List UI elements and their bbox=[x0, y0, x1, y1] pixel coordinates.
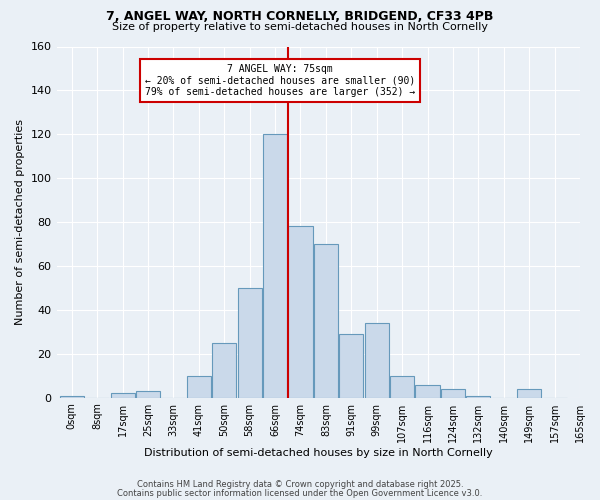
Bar bbox=[136, 391, 160, 398]
Bar bbox=[466, 396, 490, 398]
Text: Contains HM Land Registry data © Crown copyright and database right 2025.: Contains HM Land Registry data © Crown c… bbox=[137, 480, 463, 489]
Text: Contains public sector information licensed under the Open Government Licence v3: Contains public sector information licen… bbox=[118, 488, 482, 498]
Bar bbox=[415, 384, 440, 398]
Bar bbox=[60, 396, 84, 398]
X-axis label: Distribution of semi-detached houses by size in North Cornelly: Distribution of semi-detached houses by … bbox=[144, 448, 493, 458]
Bar bbox=[314, 244, 338, 398]
Bar bbox=[110, 394, 134, 398]
Text: 7, ANGEL WAY, NORTH CORNELLY, BRIDGEND, CF33 4PB: 7, ANGEL WAY, NORTH CORNELLY, BRIDGEND, … bbox=[106, 10, 494, 23]
Bar bbox=[339, 334, 364, 398]
Bar bbox=[212, 343, 236, 398]
Bar bbox=[365, 323, 389, 398]
Bar bbox=[517, 389, 541, 398]
Bar bbox=[238, 288, 262, 398]
Bar bbox=[289, 226, 313, 398]
Bar bbox=[187, 376, 211, 398]
Bar bbox=[390, 376, 414, 398]
Y-axis label: Number of semi-detached properties: Number of semi-detached properties bbox=[15, 119, 25, 325]
Text: 7 ANGEL WAY: 75sqm
← 20% of semi-detached houses are smaller (90)
79% of semi-de: 7 ANGEL WAY: 75sqm ← 20% of semi-detache… bbox=[145, 64, 415, 98]
Text: Size of property relative to semi-detached houses in North Cornelly: Size of property relative to semi-detach… bbox=[112, 22, 488, 32]
Bar bbox=[441, 389, 465, 398]
Bar bbox=[263, 134, 287, 398]
